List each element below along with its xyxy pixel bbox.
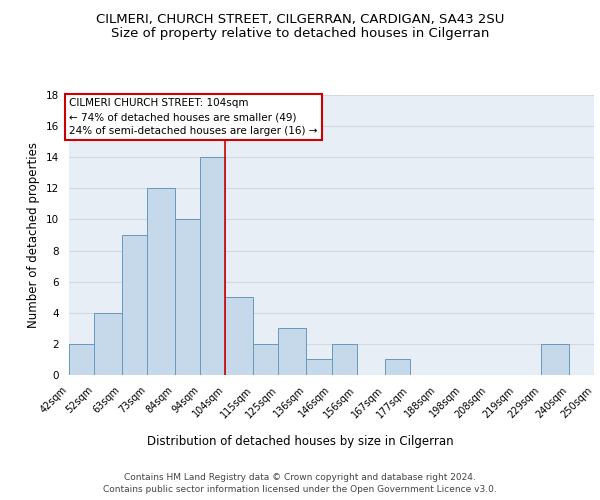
Bar — [200, 157, 226, 375]
Text: Contains public sector information licensed under the Open Government Licence v3: Contains public sector information licen… — [103, 485, 497, 494]
Bar — [331, 344, 357, 375]
Text: CILMERI, CHURCH STREET, CILGERRAN, CARDIGAN, SA43 2SU: CILMERI, CHURCH STREET, CILGERRAN, CARDI… — [96, 12, 504, 26]
Text: Contains HM Land Registry data © Crown copyright and database right 2024.: Contains HM Land Registry data © Crown c… — [124, 472, 476, 482]
Bar — [278, 328, 306, 375]
Bar — [226, 297, 253, 375]
Bar — [69, 344, 94, 375]
Text: Distribution of detached houses by size in Cilgerran: Distribution of detached houses by size … — [146, 435, 454, 448]
Bar — [94, 313, 122, 375]
Bar — [122, 235, 147, 375]
Bar — [541, 344, 569, 375]
Text: Size of property relative to detached houses in Cilgerran: Size of property relative to detached ho… — [111, 28, 489, 40]
Bar — [385, 360, 410, 375]
Text: CILMERI CHURCH STREET: 104sqm
← 74% of detached houses are smaller (49)
24% of s: CILMERI CHURCH STREET: 104sqm ← 74% of d… — [69, 98, 317, 136]
Bar — [253, 344, 278, 375]
Bar — [147, 188, 175, 375]
Bar — [306, 360, 331, 375]
Y-axis label: Number of detached properties: Number of detached properties — [28, 142, 40, 328]
Bar — [175, 220, 200, 375]
